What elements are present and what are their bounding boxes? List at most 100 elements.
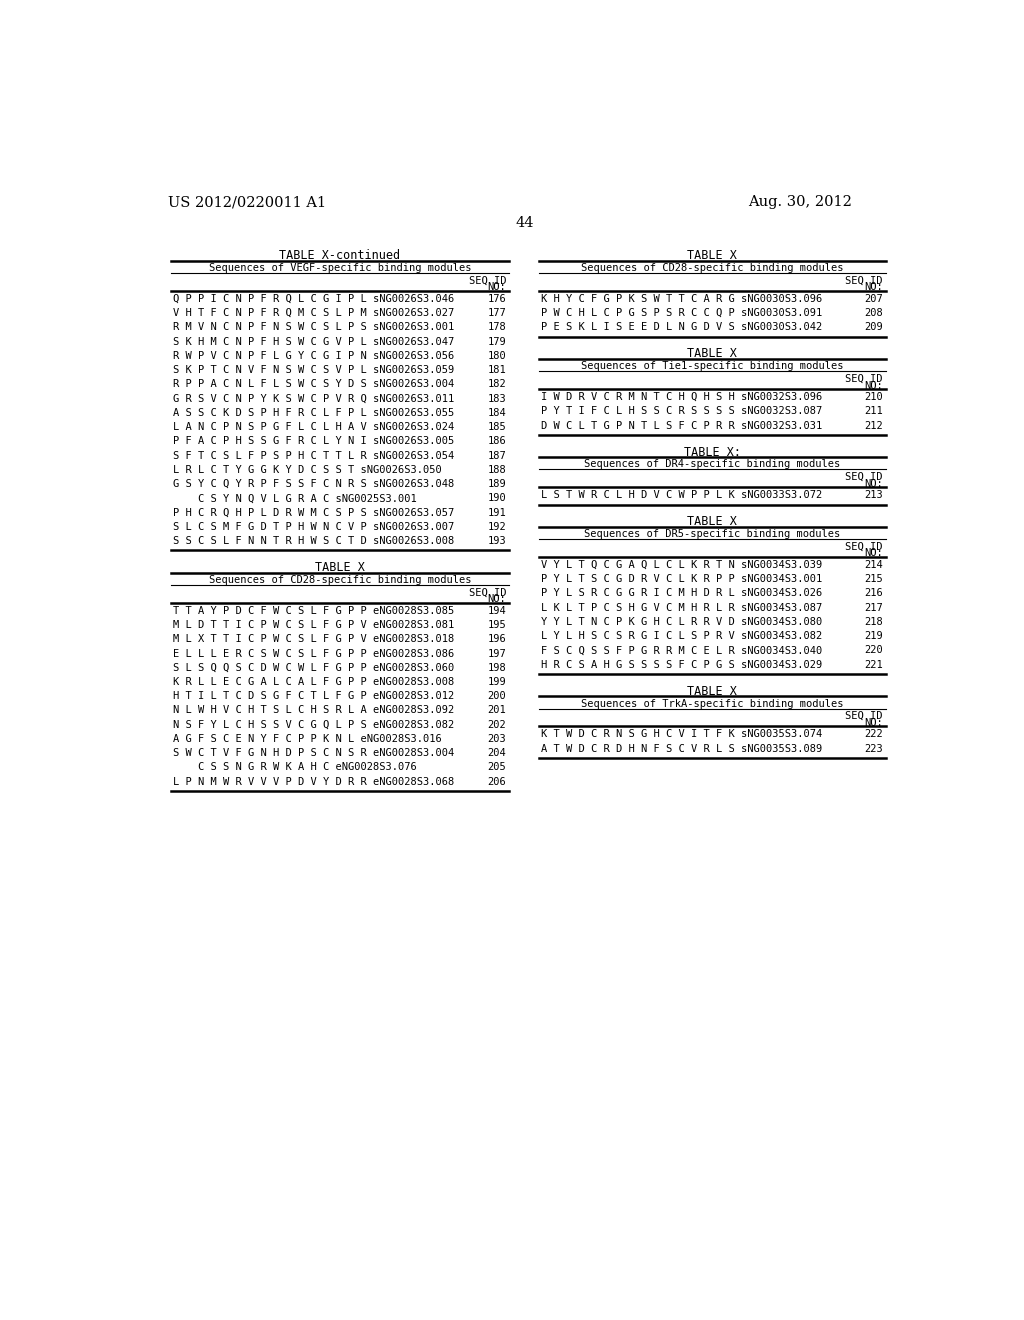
Text: R W P V C N P F L G Y C G I P N sNG0026S3.056: R W P V C N P F L G Y C G I P N sNG0026S… bbox=[173, 351, 455, 360]
Text: 205: 205 bbox=[487, 763, 506, 772]
Text: 199: 199 bbox=[487, 677, 506, 686]
Text: Q P P I C N P F R Q L C G I P L sNG0026S3.046: Q P P I C N P F R Q L C G I P L sNG0026S… bbox=[173, 294, 455, 304]
Text: P W C H L C P G S P S R C C Q P sNG0030S3.091: P W C H L C P G S P S R C C Q P sNG0030S… bbox=[541, 308, 822, 318]
Text: S F T C S L F P S P H C T T L R sNG0026S3.054: S F T C S L F P S P H C T T L R sNG0026S… bbox=[173, 450, 455, 461]
Text: 202: 202 bbox=[487, 719, 506, 730]
Text: L S T W R C L H D V C W P P L K sNG0033S3.072: L S T W R C L H D V C W P P L K sNG0033S… bbox=[541, 490, 822, 500]
Text: 201: 201 bbox=[487, 705, 506, 715]
Text: NO:: NO: bbox=[864, 479, 883, 488]
Text: SEQ ID: SEQ ID bbox=[846, 541, 883, 552]
Text: SEQ ID: SEQ ID bbox=[846, 276, 883, 285]
Text: L A N C P N S P G F L C L H A V sNG0026S3.024: L A N C P N S P G F L C L H A V sNG0026S… bbox=[173, 422, 455, 432]
Text: Sequences of DR4-specific binding modules: Sequences of DR4-specific binding module… bbox=[585, 459, 841, 470]
Text: 184: 184 bbox=[487, 408, 506, 418]
Text: G S Y C Q Y R P F S S F C N R S sNG0026S3.048: G S Y C Q Y R P F S S F C N R S sNG0026S… bbox=[173, 479, 455, 490]
Text: I W D R V C R M N T C H Q H S H sNG0032S3.096: I W D R V C R M N T C H Q H S H sNG0032S… bbox=[541, 392, 822, 403]
Text: US 2012/0220011 A1: US 2012/0220011 A1 bbox=[168, 195, 327, 210]
Text: R M V N C N P F N S W C S L P S sNG0026S3.001: R M V N C N P F N S W C S L P S sNG0026S… bbox=[173, 322, 455, 333]
Text: NO:: NO: bbox=[864, 548, 883, 558]
Text: NO:: NO: bbox=[864, 282, 883, 292]
Text: K H Y C F G P K S W T T C A R G sNG0030S3.096: K H Y C F G P K S W T T C A R G sNG0030S… bbox=[541, 294, 822, 304]
Text: D W C L T G P N T L S F C P R R sNG0032S3.031: D W C L T G P N T L S F C P R R sNG0032S… bbox=[541, 421, 822, 430]
Text: Sequences of TrkA-specific binding modules: Sequences of TrkA-specific binding modul… bbox=[581, 698, 844, 709]
Text: L Y L H S C S R G I C L S P R V sNG0034S3.082: L Y L H S C S R G I C L S P R V sNG0034S… bbox=[541, 631, 822, 642]
Text: 216: 216 bbox=[864, 589, 883, 598]
Text: 207: 207 bbox=[864, 294, 883, 304]
Text: A G F S C E N Y F C P P K N L eNG0028S3.016: A G F S C E N Y F C P P K N L eNG0028S3.… bbox=[173, 734, 441, 744]
Text: SEQ ID: SEQ ID bbox=[469, 276, 506, 285]
Text: 208: 208 bbox=[864, 308, 883, 318]
Text: S L S Q Q S C D W C W L F G P P eNG0028S3.060: S L S Q Q S C D W C W L F G P P eNG0028S… bbox=[173, 663, 455, 673]
Text: 223: 223 bbox=[864, 743, 883, 754]
Text: 218: 218 bbox=[864, 616, 883, 627]
Text: 221: 221 bbox=[864, 660, 883, 669]
Text: M L X T T I C P W C S L F G P V eNG0028S3.018: M L X T T I C P W C S L F G P V eNG0028S… bbox=[173, 635, 455, 644]
Text: S L C S M F G D T P H W N C V P sNG0026S3.007: S L C S M F G D T P H W N C V P sNG0026S… bbox=[173, 521, 455, 532]
Text: N S F Y L C H S S V C G Q L P S eNG0028S3.082: N S F Y L C H S S V C G Q L P S eNG0028S… bbox=[173, 719, 455, 730]
Text: P F A C P H S S G F R C L Y N I sNG0026S3.005: P F A C P H S S G F R C L Y N I sNG0026S… bbox=[173, 437, 455, 446]
Text: G R S V C N P Y K S W C P V R Q sNG0026S3.011: G R S V C N P Y K S W C P V R Q sNG0026S… bbox=[173, 393, 455, 404]
Text: H T I L T C D S G F C T L F G P eNG0028S3.012: H T I L T C D S G F C T L F G P eNG0028S… bbox=[173, 692, 455, 701]
Text: TABLE X: TABLE X bbox=[315, 561, 365, 574]
Text: P Y L T S C G D R V C L K R P P sNG0034S3.001: P Y L T S C G D R V C L K R P P sNG0034S… bbox=[541, 574, 822, 585]
Text: E L L L E R C S W C S L F G P P eNG0028S3.086: E L L L E R C S W C S L F G P P eNG0028S… bbox=[173, 648, 455, 659]
Text: 193: 193 bbox=[487, 536, 506, 546]
Text: TABLE X: TABLE X bbox=[687, 347, 737, 360]
Text: V H T F C N P F R Q M C S L P M sNG0026S3.027: V H T F C N P F R Q M C S L P M sNG0026S… bbox=[173, 308, 455, 318]
Text: 189: 189 bbox=[487, 479, 506, 490]
Text: 211: 211 bbox=[864, 407, 883, 416]
Text: S K H M C N P F H S W C G V P L sNG0026S3.047: S K H M C N P F H S W C G V P L sNG0026S… bbox=[173, 337, 455, 347]
Text: 180: 180 bbox=[487, 351, 506, 360]
Text: K T W D C R N S G H C V I T F K sNG0035S3.074: K T W D C R N S G H C V I T F K sNG0035S… bbox=[541, 730, 822, 739]
Text: SEQ ID: SEQ ID bbox=[846, 471, 883, 482]
Text: Y Y L T N C P K G H C L R R V D sNG0034S3.080: Y Y L T N C P K G H C L R R V D sNG0034S… bbox=[541, 616, 822, 627]
Text: Sequences of CD28-specific binding modules: Sequences of CD28-specific binding modul… bbox=[581, 263, 844, 273]
Text: 213: 213 bbox=[864, 490, 883, 500]
Text: R P P A C N L F L S W C S Y D S sNG0026S3.004: R P P A C N L F L S W C S Y D S sNG0026S… bbox=[173, 379, 455, 389]
Text: 194: 194 bbox=[487, 606, 506, 615]
Text: 190: 190 bbox=[487, 494, 506, 503]
Text: 196: 196 bbox=[487, 635, 506, 644]
Text: 200: 200 bbox=[487, 692, 506, 701]
Text: N L W H V C H T S L C H S R L A eNG0028S3.092: N L W H V C H T S L C H S R L A eNG0028S… bbox=[173, 705, 455, 715]
Text: 198: 198 bbox=[487, 663, 506, 673]
Text: NO:: NO: bbox=[487, 594, 506, 605]
Text: 204: 204 bbox=[487, 748, 506, 758]
Text: H R C S A H G S S S S F C P G S sNG0034S3.029: H R C S A H G S S S S F C P G S sNG0034S… bbox=[541, 660, 822, 669]
Text: M L D T T I C P W C S L F G P V eNG0028S3.081: M L D T T I C P W C S L F G P V eNG0028S… bbox=[173, 620, 455, 630]
Text: 215: 215 bbox=[864, 574, 883, 585]
Text: SEQ ID: SEQ ID bbox=[846, 374, 883, 384]
Text: 179: 179 bbox=[487, 337, 506, 347]
Text: SEQ ID: SEQ ID bbox=[846, 711, 883, 721]
Text: P H C R Q H P L D R W M C S P S sNG0026S3.057: P H C R Q H P L D R W M C S P S sNG0026S… bbox=[173, 508, 455, 517]
Text: 177: 177 bbox=[487, 308, 506, 318]
Text: 188: 188 bbox=[487, 465, 506, 475]
Text: SEQ ID: SEQ ID bbox=[469, 587, 506, 597]
Text: Sequences of VEGF-specific binding modules: Sequences of VEGF-specific binding modul… bbox=[209, 263, 471, 273]
Text: 178: 178 bbox=[487, 322, 506, 333]
Text: 197: 197 bbox=[487, 648, 506, 659]
Text: Sequences of DR5-specific binding modules: Sequences of DR5-specific binding module… bbox=[585, 529, 841, 539]
Text: C S Y N Q V L G R A C sNG0025S3.001: C S Y N Q V L G R A C sNG0025S3.001 bbox=[173, 494, 417, 503]
Text: 220: 220 bbox=[864, 645, 883, 656]
Text: TABLE X-continued: TABLE X-continued bbox=[280, 249, 400, 263]
Text: L R L C T Y G G K Y D C S S T sNG0026S3.050: L R L C T Y G G K Y D C S S T sNG0026S3.… bbox=[173, 465, 441, 475]
Text: TABLE X: TABLE X bbox=[687, 249, 737, 263]
Text: 191: 191 bbox=[487, 508, 506, 517]
Text: 214: 214 bbox=[864, 560, 883, 570]
Text: K R L L E C G A L C A L F G P P eNG0028S3.008: K R L L E C G A L C A L F G P P eNG0028S… bbox=[173, 677, 455, 686]
Text: 186: 186 bbox=[487, 437, 506, 446]
Text: 206: 206 bbox=[487, 776, 506, 787]
Text: F S C Q S S F P G R R M C E L R sNG0034S3.040: F S C Q S S F P G R R M C E L R sNG0034S… bbox=[541, 645, 822, 656]
Text: TABLE X: TABLE X bbox=[687, 685, 737, 698]
Text: 203: 203 bbox=[487, 734, 506, 744]
Text: S S C S L F N N T R H W S C T D sNG0026S3.008: S S C S L F N N T R H W S C T D sNG0026S… bbox=[173, 536, 455, 546]
Text: NO:: NO: bbox=[487, 282, 506, 292]
Text: 182: 182 bbox=[487, 379, 506, 389]
Text: 217: 217 bbox=[864, 603, 883, 612]
Text: 187: 187 bbox=[487, 450, 506, 461]
Text: Sequences of Tie1-specific binding modules: Sequences of Tie1-specific binding modul… bbox=[581, 362, 844, 371]
Text: S W C T V F G N H D P S C N S R eNG0028S3.004: S W C T V F G N H D P S C N S R eNG0028S… bbox=[173, 748, 455, 758]
Text: NO:: NO: bbox=[864, 380, 883, 391]
Text: P Y T I F C L H S S C R S S S S sNG0032S3.087: P Y T I F C L H S S C R S S S S sNG0032S… bbox=[541, 407, 822, 416]
